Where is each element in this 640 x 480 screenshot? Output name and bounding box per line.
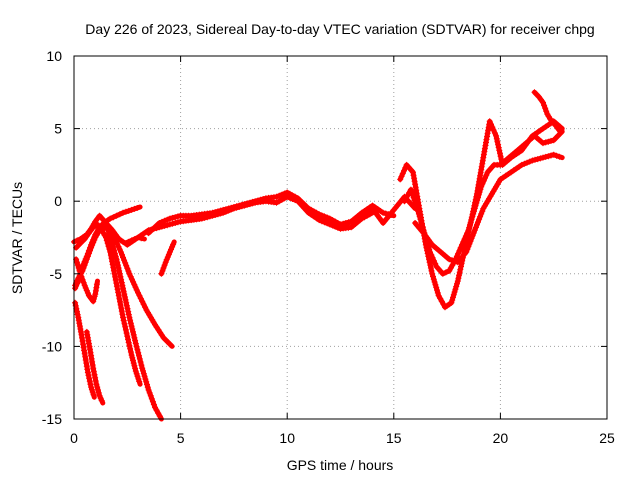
y-tick-label: 0 xyxy=(54,193,62,209)
series-markers xyxy=(531,89,561,132)
x-tick-label: 0 xyxy=(70,430,78,446)
series-arc-9 xyxy=(103,234,143,387)
axis-ticks xyxy=(73,55,608,420)
series-arc-15 xyxy=(401,129,565,277)
y-tick-label: 10 xyxy=(46,48,62,64)
data-series xyxy=(71,89,565,422)
y-tick-label: -15 xyxy=(42,411,62,427)
series-markers xyxy=(96,221,163,420)
y-tick-label: 5 xyxy=(54,121,62,137)
series-markers xyxy=(158,241,177,277)
x-axis-label: GPS time / hours xyxy=(287,457,394,473)
series-arc-7 xyxy=(83,328,106,406)
x-tick-label: 5 xyxy=(177,430,185,446)
series-arc-11 xyxy=(145,189,397,237)
series-arc-17 xyxy=(531,89,563,134)
y-tick-label: -10 xyxy=(42,338,62,354)
x-tick-label: 15 xyxy=(386,430,402,446)
y-tick-label: -5 xyxy=(50,266,63,282)
series-markers xyxy=(412,151,563,266)
series-markers xyxy=(103,234,143,385)
series-arc-12 xyxy=(158,239,177,277)
tick-labels: 0 5 10 15 20 25 -15 -10 -5 0 5 10 xyxy=(42,48,615,446)
grid xyxy=(74,56,607,419)
x-tick-label: 25 xyxy=(599,430,615,446)
y-axis-label: SDTVAR / TECUs xyxy=(9,182,25,294)
series-arc-6 xyxy=(72,299,97,400)
series-arc-16 xyxy=(412,151,565,266)
x-tick-label: 20 xyxy=(493,430,509,446)
x-tick-label: 10 xyxy=(279,430,295,446)
series-markers xyxy=(83,328,105,404)
chart-title: Day 226 of 2023, Sidereal Day-to-day VTE… xyxy=(85,21,594,37)
series-arc-13 xyxy=(284,190,418,228)
series-arc-8 xyxy=(96,221,164,422)
series-markers xyxy=(72,299,97,398)
series-markers xyxy=(284,190,416,228)
plot-frame xyxy=(73,55,608,420)
